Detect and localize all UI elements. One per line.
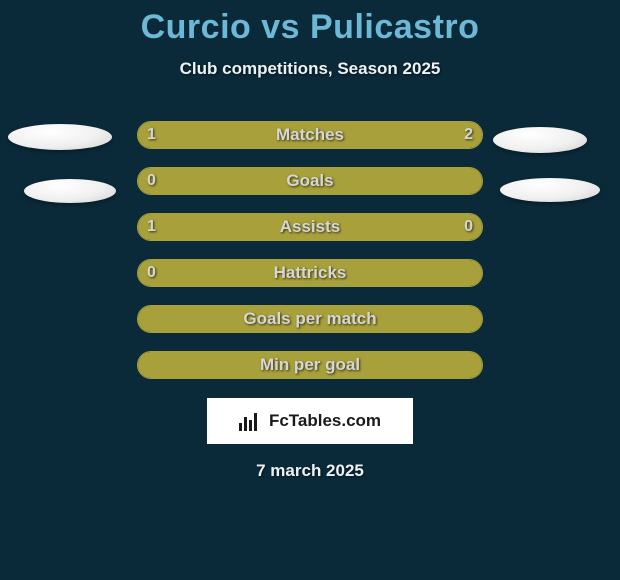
left-team-logo bbox=[8, 124, 112, 150]
bar-track: Goals bbox=[137, 167, 483, 195]
value-left: 1 bbox=[137, 121, 166, 149]
bar-left-fill bbox=[138, 352, 482, 378]
value-left: 0 bbox=[137, 167, 166, 195]
value-right: 2 bbox=[454, 121, 483, 149]
bar-right-fill bbox=[253, 122, 482, 148]
value-left: 0 bbox=[137, 259, 166, 287]
right-team-logo bbox=[493, 127, 587, 153]
stat-row: Goals per match bbox=[0, 305, 620, 335]
left-team-logo bbox=[24, 179, 116, 203]
bar-right-fill bbox=[138, 168, 482, 194]
bar-track: Min per goal bbox=[137, 351, 483, 379]
value-left: 1 bbox=[137, 213, 166, 241]
bar-chart-icon bbox=[239, 411, 263, 431]
page-title: Curcio vs Pulicastro bbox=[0, 8, 620, 47]
bar-right-fill bbox=[138, 260, 482, 286]
bar-track: Hattricks bbox=[137, 259, 483, 287]
right-team-logo bbox=[500, 178, 600, 202]
value-right: 0 bbox=[454, 213, 483, 241]
bar-right-fill bbox=[138, 306, 482, 332]
bar-track: Assists bbox=[137, 213, 483, 241]
bar-track: Matches bbox=[137, 121, 483, 149]
bar-track: Goals per match bbox=[137, 305, 483, 333]
bar-left-fill bbox=[138, 214, 399, 240]
source-badge: FcTables.com bbox=[206, 397, 414, 445]
stat-row: Hattricks0 bbox=[0, 259, 620, 289]
stat-row: Assists1 0 bbox=[0, 213, 620, 243]
date-text: 7 march 2025 bbox=[0, 461, 620, 481]
subtitle: Club competitions, Season 2025 bbox=[0, 59, 620, 79]
badge-text: FcTables.com bbox=[269, 411, 381, 431]
comparison-infographic: Curcio vs Pulicastro Club competitions, … bbox=[0, 0, 620, 481]
stat-row: Min per goal bbox=[0, 351, 620, 381]
stats-area: Matches12Goals0Assists10Hattricks0Goals … bbox=[0, 121, 620, 381]
